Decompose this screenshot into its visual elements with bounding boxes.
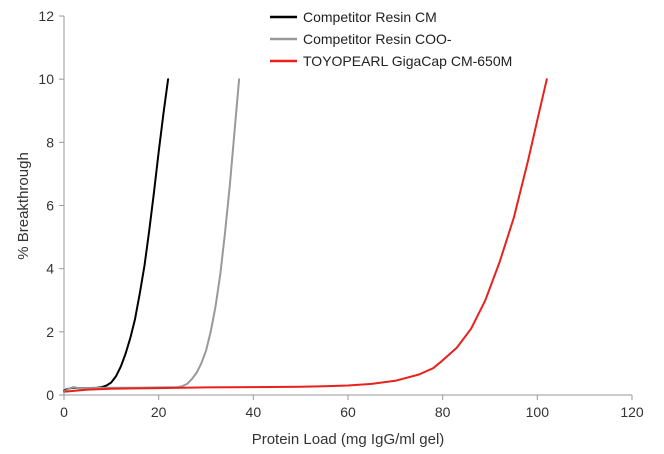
series-line-1 <box>63 78 170 392</box>
y-axis-title: % Breakthrough <box>15 152 32 260</box>
y-tick-label: 2 <box>46 324 54 340</box>
x-tick-label: 0 <box>60 404 68 420</box>
x-tick-label: 80 <box>435 404 451 420</box>
legend-label-3: TOYOPEARL GigaCap CM-650M <box>303 53 512 69</box>
x-axis-title: Protein Load (mg IgG/ml gel) <box>252 431 445 448</box>
legend: Competitor Resin CM Competitor Resin COO-… <box>270 9 512 69</box>
legend-label-2: Competitor Resin COO- <box>303 31 452 47</box>
x-tick-label: 100 <box>526 404 550 420</box>
y-tick-label: 0 <box>46 387 54 403</box>
y-tick-label: 4 <box>46 261 54 277</box>
y-ticks: 0 2 4 6 8 10 12 <box>38 8 64 403</box>
x-tick-label: 20 <box>151 404 167 420</box>
x-ticks: 0 20 40 60 80 100 120 <box>60 395 644 420</box>
series-layer <box>63 78 548 393</box>
plot-area: 0 20 40 60 80 100 120 0 2 4 6 8 10 12 <box>38 8 643 420</box>
y-tick-label: 8 <box>46 134 54 150</box>
x-tick-label: 40 <box>246 404 262 420</box>
y-tick-label: 12 <box>38 8 54 24</box>
x-tick-label: 120 <box>620 404 644 420</box>
series-line-2 <box>63 78 241 393</box>
series-line-3 <box>63 78 548 393</box>
y-tick-label: 6 <box>46 198 54 214</box>
x-tick-label: 60 <box>340 404 356 420</box>
y-tick-label: 10 <box>38 71 54 87</box>
legend-label-1: Competitor Resin CM <box>303 9 437 25</box>
